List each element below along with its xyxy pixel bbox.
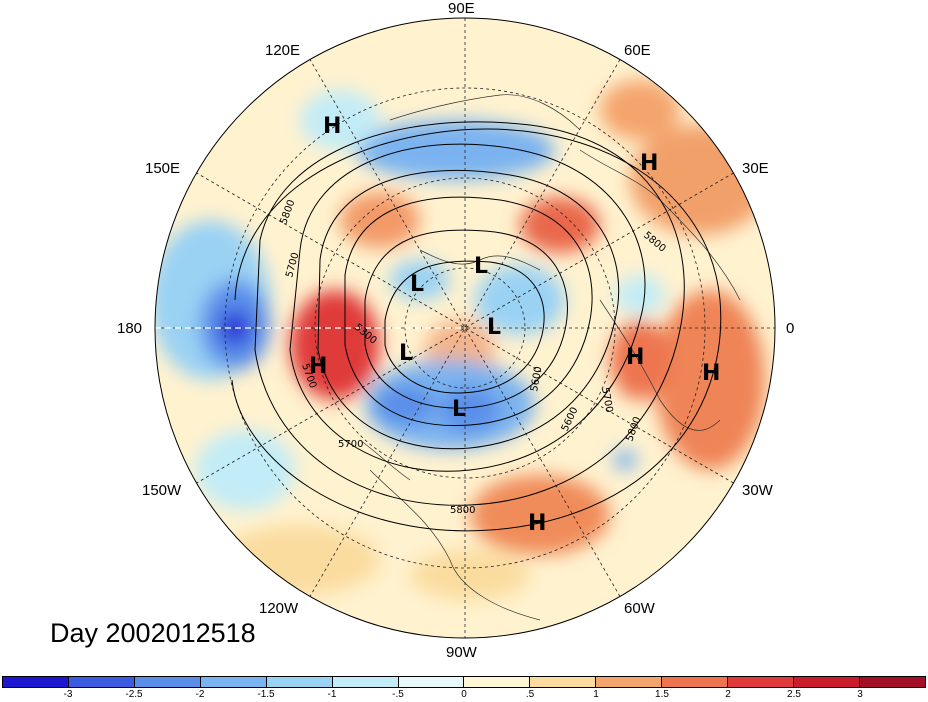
colorbar-tick-label: 2 [725, 689, 731, 700]
lon-label-0: 0 [786, 320, 795, 337]
colorbar-tick-label: -.5 [392, 689, 404, 700]
contour-label: 5700 [338, 439, 363, 450]
colorbar-tick-label: .5 [525, 689, 535, 700]
map-border [154, 17, 776, 639]
colorbar-tick-label: -1 [327, 689, 337, 700]
colorbar-box [398, 677, 465, 687]
colorbar-box [200, 677, 267, 687]
lon-label-120e: 120E [265, 42, 301, 59]
low-marker: L [452, 397, 466, 422]
colorbar-box [530, 677, 597, 687]
contour-label: 5800 [450, 505, 475, 516]
colorbar-tick-label: 0 [461, 689, 467, 700]
colorbar-box [728, 677, 795, 687]
lon-label-30w: 30W [742, 482, 773, 499]
colorbar-tick-label: -1.5 [257, 689, 275, 700]
high-marker: H [528, 511, 546, 536]
low-marker: L [487, 315, 501, 340]
contour-label: 5600 [529, 366, 544, 393]
lon-label-60w: 60W [624, 600, 655, 617]
lon-label-90w: 90W [446, 644, 477, 661]
low-marker: L [399, 341, 413, 366]
colorbar-box [596, 677, 663, 687]
colorbar-ticks: -3 -2.5 -2 -1.5 -1 -.5 0 .5 1 1.5 2 2.5 3 [2, 689, 926, 702]
day-label: Day 2002012518 [50, 618, 256, 648]
colorbar-tick-label: 1.5 [655, 689, 669, 700]
colorbar-box [68, 677, 135, 687]
colorbar-tick-label: 1 [593, 689, 599, 700]
colorbar-box [794, 677, 860, 687]
graticule [155, 18, 775, 638]
pressure-markers: H H H H H H L L L L L [309, 114, 720, 536]
colorbar-box [464, 677, 531, 687]
lon-label-60e: 60E [624, 42, 651, 59]
high-marker: H [323, 114, 341, 139]
high-marker: H [626, 345, 644, 370]
polar-map: 5800 5700 5300 5700 5600 5800 5700 5800 … [154, 17, 776, 639]
colorbar-box [134, 677, 201, 687]
lon-label-30e: 30E [742, 160, 769, 177]
colorbar-tick-label: 2.5 [787, 689, 801, 700]
contour-label: 5700 [599, 387, 614, 414]
lon-label-150e: 150E [145, 160, 181, 177]
colorbar-tick-label: -3 [63, 689, 73, 700]
high-marker: H [640, 151, 658, 176]
height-contours [231, 121, 722, 532]
high-marker: H [702, 361, 720, 386]
colorbar-tick-label: -2.5 [125, 689, 143, 700]
lon-label-180: 180 [117, 320, 143, 337]
colorbar-tick-label: 3 [857, 689, 863, 700]
lon-label-150w: 150W [142, 482, 182, 499]
colorbar-box [662, 677, 729, 687]
low-marker: L [474, 254, 488, 279]
low-marker: L [410, 272, 424, 297]
colorbar-tick-label: -2 [195, 689, 205, 700]
coastlines [359, 94, 741, 621]
high-marker: H [309, 354, 327, 379]
colorbar-box [3, 677, 69, 687]
colorbar [2, 676, 926, 688]
colorbar-box [266, 677, 333, 687]
colorbar-box [859, 677, 925, 687]
colorbar-box [332, 677, 399, 687]
lon-label-120w: 120W [259, 600, 299, 617]
lon-label-90e: 90E [448, 0, 475, 17]
